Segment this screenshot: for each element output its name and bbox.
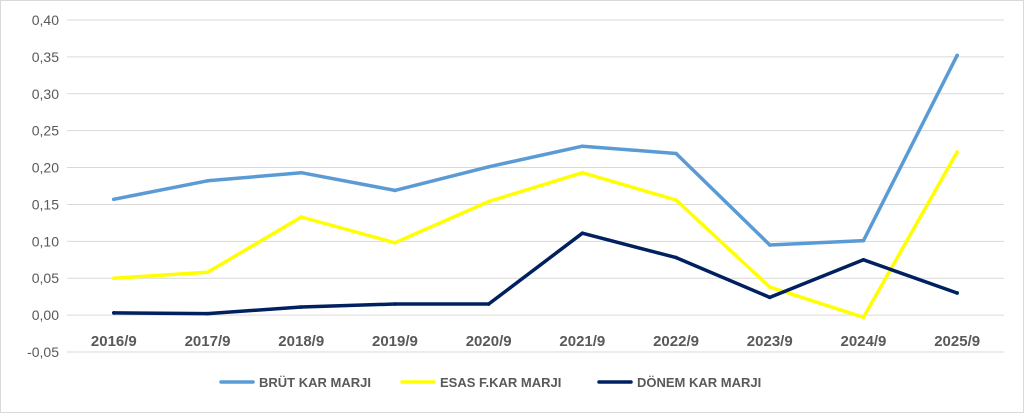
x-tick-label: 2022/9 bbox=[653, 333, 699, 350]
y-axis-ticks: 0,40 0,35 0,30 0,25 0,20 0,15 0,10 0,05 0,00 -0,0… bbox=[27, 12, 59, 360]
data-point bbox=[393, 241, 397, 245]
y-tick-label: 0,10 bbox=[32, 233, 59, 249]
y-tick-label: 0,40 bbox=[32, 12, 59, 28]
data-point bbox=[112, 197, 116, 202]
legend-label: BRÜT KAR MARJI bbox=[259, 375, 371, 390]
y-tick-label: 0,00 bbox=[32, 307, 59, 323]
data-point bbox=[299, 215, 304, 219]
data-point bbox=[861, 315, 866, 320]
y-tick-label: 0,15 bbox=[32, 196, 59, 212]
data-point bbox=[955, 291, 959, 295]
data-point bbox=[299, 305, 304, 309]
data-point bbox=[486, 199, 491, 204]
y-tick-label: -0,05 bbox=[27, 344, 59, 360]
data-point bbox=[205, 270, 210, 275]
data-point bbox=[955, 53, 959, 58]
data-point bbox=[393, 302, 397, 306]
x-tick-label: 2024/9 bbox=[841, 333, 887, 350]
data-point bbox=[767, 295, 772, 300]
series-line-2 bbox=[112, 150, 959, 320]
data-point bbox=[674, 198, 678, 202]
x-tick-label: 2025/9 bbox=[934, 333, 980, 350]
data-point bbox=[112, 276, 116, 281]
x-axis-ticks: 2016/9 2017/9 2018/9 2019/9 2020/9 2021/9 2022… bbox=[91, 333, 980, 350]
data-point bbox=[861, 238, 866, 243]
data-point bbox=[112, 311, 116, 315]
legend: BRÜT KAR MARJI ESAS F.KAR MARJI DÖNEM KAR … bbox=[219, 375, 761, 390]
data-point bbox=[299, 170, 304, 175]
data-point bbox=[580, 170, 585, 175]
x-tick-label: 2020/9 bbox=[466, 333, 512, 350]
data-point bbox=[674, 255, 678, 260]
data-point bbox=[674, 151, 678, 156]
x-tick-label: 2019/9 bbox=[372, 333, 418, 350]
data-point bbox=[393, 188, 397, 193]
data-point bbox=[767, 243, 772, 247]
y-tick-label: 0,30 bbox=[32, 86, 59, 102]
series-layer bbox=[112, 53, 959, 320]
x-tick-label: 2023/9 bbox=[747, 333, 793, 350]
x-tick-label: 2021/9 bbox=[559, 333, 605, 350]
data-point bbox=[205, 179, 210, 183]
data-point bbox=[486, 302, 491, 306]
x-tick-label: 2018/9 bbox=[278, 333, 324, 350]
series-line-1 bbox=[112, 53, 959, 247]
data-point bbox=[486, 165, 491, 169]
data-point bbox=[580, 144, 585, 148]
data-point bbox=[205, 311, 210, 316]
grid-layer bbox=[67, 19, 1004, 353]
series-line-3 bbox=[112, 231, 959, 316]
x-tick-label: 2017/9 bbox=[185, 333, 231, 350]
y-tick-label: 0,25 bbox=[32, 123, 59, 139]
data-point bbox=[861, 257, 866, 262]
legend-label: ESAS F.KAR MARJI bbox=[440, 375, 561, 390]
data-point bbox=[767, 285, 772, 289]
x-tick-label: 2016/9 bbox=[91, 333, 137, 350]
y-tick-label: 0,20 bbox=[32, 160, 59, 176]
data-point bbox=[955, 150, 959, 154]
legend-label: DÖNEM KAR MARJI bbox=[637, 375, 761, 390]
data-point bbox=[580, 231, 585, 236]
y-tick-label: 0,35 bbox=[32, 49, 59, 65]
y-tick-label: 0,05 bbox=[32, 270, 59, 286]
